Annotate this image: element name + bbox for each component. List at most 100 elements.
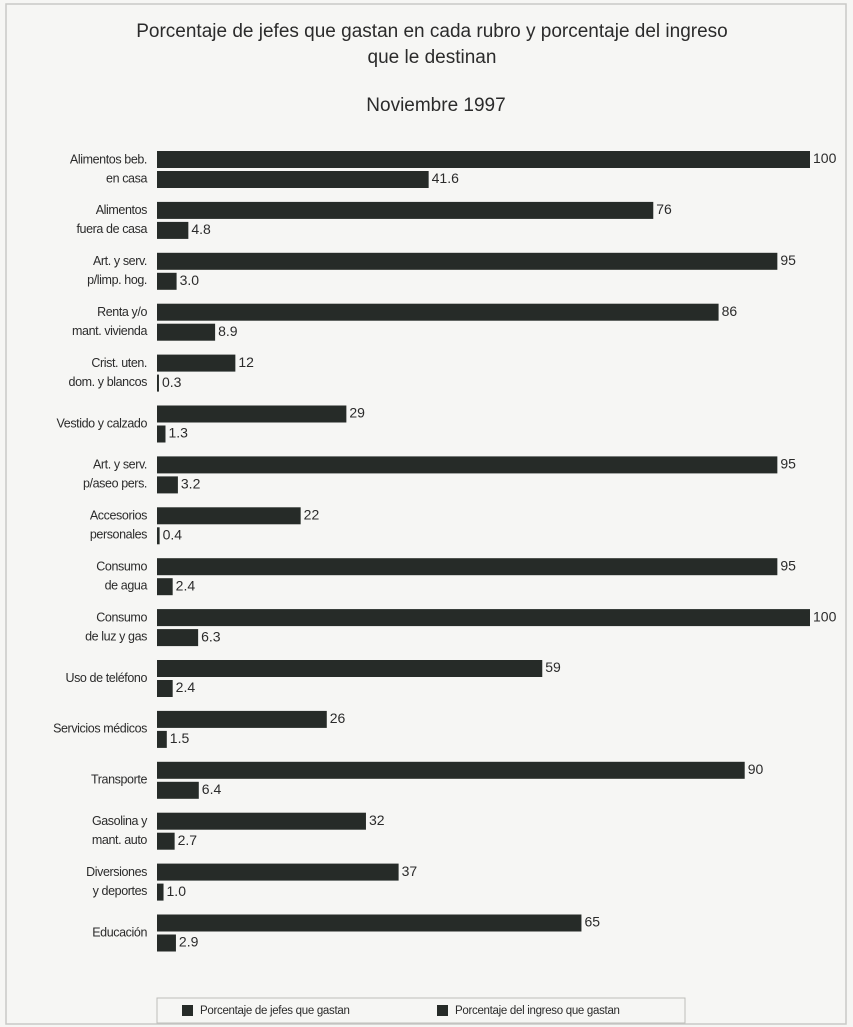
value-label: 3.0: [180, 272, 200, 288]
y-tick-label: Gasolina y: [92, 814, 148, 828]
bar: [157, 425, 166, 443]
bar: [157, 680, 173, 697]
value-label: 3.2: [181, 476, 201, 492]
y-tick-label: Art. y serv.: [93, 458, 147, 472]
value-label: 12: [238, 354, 254, 370]
bar: [157, 883, 164, 901]
bar: [157, 201, 654, 219]
bar: [157, 761, 745, 779]
legend-label: Porcentaje de jefes que gastan: [200, 1005, 350, 1017]
y-tick-label: Art. y serv.: [93, 254, 147, 268]
bar: [157, 171, 429, 188]
y-tick-label: personales: [90, 528, 147, 542]
y-tick-label: Educación: [92, 925, 147, 939]
value-label: 8.9: [218, 323, 238, 339]
value-label: 1.0: [167, 883, 187, 899]
bar: [157, 832, 175, 850]
value-label: 86: [722, 303, 738, 319]
bar: [157, 476, 178, 494]
legend-swatch: [437, 1005, 448, 1016]
value-label: 37: [402, 863, 418, 879]
bar: [157, 660, 543, 677]
y-tick-label: de agua: [105, 578, 148, 592]
value-label: 4.8: [191, 221, 211, 237]
y-tick-label: Consumo: [96, 610, 147, 624]
value-label: 95: [780, 557, 796, 573]
y-tick-label: Consumo: [96, 559, 147, 573]
bar: [157, 323, 216, 341]
legend-label: Porcentaje del ingreso que gastan: [455, 1005, 620, 1017]
y-tick-label: Transporte: [91, 773, 147, 787]
bar: [157, 710, 327, 728]
y-tick-label: y deportes: [93, 884, 148, 898]
bar: [157, 456, 778, 474]
y-tick-label: dom. y blancos: [69, 375, 148, 389]
frame: [5, 3, 847, 1025]
y-tick-label: en casa: [106, 171, 147, 185]
bar: [157, 558, 778, 576]
value-label: 41.6: [432, 170, 459, 186]
value-label: 0.3: [162, 374, 182, 390]
y-tick-label: fuera de casa: [76, 222, 147, 236]
y-tick-label: Servicios médicos: [53, 722, 147, 736]
y-tick-label: de luz y gas: [85, 629, 147, 643]
bar: [157, 527, 160, 545]
bar: [157, 781, 199, 799]
bar: [157, 374, 159, 392]
bar: [157, 934, 176, 952]
y-tick-label: Alimentos beb.: [70, 152, 147, 166]
value-label: 2.4: [176, 577, 196, 593]
value-label: 32: [369, 812, 385, 828]
value-label: 26: [330, 710, 346, 726]
y-tick-label: Alimentos: [96, 203, 147, 217]
y-tick-label: Crist. uten.: [91, 356, 147, 370]
legend-box: [156, 997, 686, 1024]
bar: [157, 303, 719, 321]
bar: [157, 863, 399, 881]
bar: [157, 354, 236, 372]
bar: [157, 405, 347, 423]
value-label: 1.5: [170, 730, 190, 746]
bar: [157, 272, 177, 290]
chart-title: Porcentaje de jefes que gastan en cada r…: [136, 21, 728, 42]
bar: [157, 914, 582, 932]
bar: [157, 730, 167, 748]
value-label: 100: [813, 150, 837, 166]
value-label: 29: [349, 405, 365, 421]
chart-title: que le destinan: [368, 47, 497, 68]
bar: [157, 151, 810, 168]
bar: [157, 221, 189, 239]
bar: [157, 629, 199, 647]
y-tick-label: Renta y/o: [97, 305, 147, 319]
value-label: 6.3: [201, 628, 221, 644]
value-label: 90: [748, 761, 764, 777]
y-tick-label: mant. vivienda: [72, 324, 147, 338]
y-tick-label: p/limp. hog.: [87, 273, 147, 287]
legend-swatch: [182, 1005, 193, 1016]
value-label: 2.4: [176, 679, 196, 695]
bar: [157, 812, 366, 830]
bar: [157, 609, 810, 627]
value-label: 76: [656, 201, 672, 217]
value-label: 95: [780, 456, 796, 472]
bar: [157, 578, 173, 596]
y-tick-label: Uso de teléfono: [65, 671, 147, 685]
value-label: 22: [304, 507, 320, 523]
y-tick-label: Vestido y calzado: [57, 416, 148, 430]
value-label: 100: [813, 608, 837, 624]
y-tick-label: p/aseo pers.: [83, 477, 147, 491]
value-label: 65: [584, 914, 600, 930]
value-label: 0.4: [163, 527, 183, 543]
value-label: 2.9: [179, 934, 199, 950]
value-label: 6.4: [202, 781, 222, 797]
value-label: 95: [780, 252, 796, 268]
y-tick-label: Accesorios: [90, 509, 147, 523]
value-label: 59: [545, 659, 561, 675]
value-label: 2.7: [178, 832, 198, 848]
y-tick-label: Diversiones: [86, 865, 147, 879]
chart-subtitle: Noviembre 1997: [366, 95, 505, 116]
bar: [157, 507, 301, 525]
bar: [157, 252, 778, 270]
